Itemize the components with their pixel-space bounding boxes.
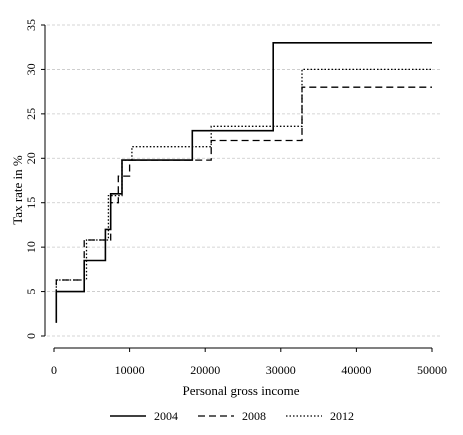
series-line-2012: [55, 68, 432, 323]
y-tick-label: 20: [24, 152, 38, 164]
x-ticks: 0 10000 20000 30000 40000 50000: [51, 348, 447, 377]
y-tick-label: 0: [24, 333, 38, 339]
legend-label-2008: 2008: [242, 409, 266, 423]
y-tick-label: 10: [24, 241, 38, 253]
series-line-2004: [55, 42, 432, 323]
series-lines: [55, 42, 432, 323]
legend-label-2004: 2004: [154, 409, 178, 423]
grid-lines: [47, 24, 442, 337]
x-tick-label: 30000: [266, 363, 296, 377]
series-line-2008: [55, 86, 432, 319]
legend-label-2012: 2012: [330, 409, 354, 423]
y-ticks: 0 5 10 15 20 25 30 35: [24, 19, 45, 339]
y-tick-label: 35: [24, 19, 38, 31]
y-tick-label: 25: [24, 108, 38, 120]
x-tick-label: 40000: [341, 363, 371, 377]
axes: [44, 25, 432, 349]
x-tick-label: 0: [51, 363, 57, 377]
x-tick-label: 50000: [417, 363, 447, 377]
x-axis-title: Personal gross income: [183, 383, 300, 398]
x-tick-label: 20000: [190, 363, 220, 377]
x-tick-label: 10000: [115, 363, 145, 377]
legend: 2004 2008 2012: [110, 409, 354, 423]
y-tick-label: 5: [24, 289, 38, 295]
y-tick-label: 15: [24, 197, 38, 209]
y-tick-label: 30: [24, 63, 38, 75]
y-axis-title: Tax rate in %: [10, 155, 25, 225]
